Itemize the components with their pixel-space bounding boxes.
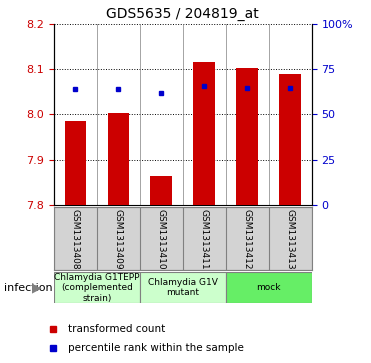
Text: GSM1313408: GSM1313408 xyxy=(71,209,80,269)
Text: percentile rank within the sample: percentile rank within the sample xyxy=(68,343,244,354)
Bar xyxy=(65,121,86,205)
Bar xyxy=(193,62,215,205)
Text: GSM1313409: GSM1313409 xyxy=(114,209,123,269)
Text: transformed count: transformed count xyxy=(68,323,165,334)
Text: Chlamydia G1TEPP
(complemented
strain): Chlamydia G1TEPP (complemented strain) xyxy=(54,273,139,303)
Text: GSM1313411: GSM1313411 xyxy=(200,209,209,269)
Bar xyxy=(279,74,301,205)
Bar xyxy=(236,68,258,205)
Title: GDS5635 / 204819_at: GDS5635 / 204819_at xyxy=(106,7,259,21)
Text: GSM1313413: GSM1313413 xyxy=(286,209,295,269)
Bar xyxy=(151,176,172,205)
Text: ▶: ▶ xyxy=(32,281,41,294)
Text: infection: infection xyxy=(4,283,52,293)
FancyBboxPatch shape xyxy=(226,272,312,303)
Bar xyxy=(108,113,129,205)
FancyBboxPatch shape xyxy=(140,272,226,303)
FancyBboxPatch shape xyxy=(54,272,140,303)
Text: mock: mock xyxy=(256,283,281,292)
Text: GSM1313410: GSM1313410 xyxy=(157,209,166,269)
Text: Chlamydia G1V
mutant: Chlamydia G1V mutant xyxy=(148,278,218,297)
Text: GSM1313412: GSM1313412 xyxy=(243,209,252,269)
